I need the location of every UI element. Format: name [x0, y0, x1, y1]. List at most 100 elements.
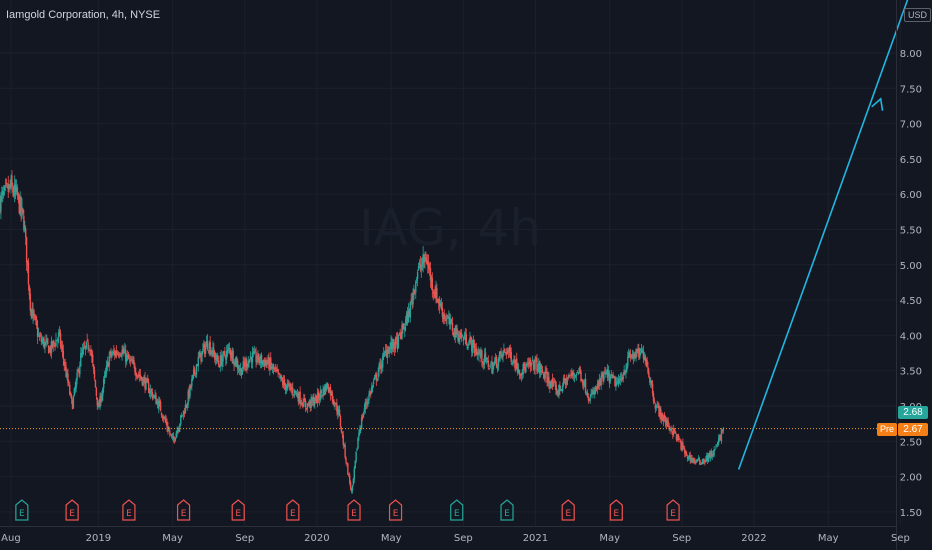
candle-body: [414, 290, 416, 293]
candle-body: [411, 299, 413, 302]
candle-body: [485, 357, 488, 360]
candle-body: [321, 395, 323, 396]
candle-body: [45, 340, 47, 342]
candle-body: [489, 364, 491, 368]
candle-body: [555, 384, 557, 395]
candle-body: [72, 396, 75, 408]
candle-body: [4, 185, 7, 186]
candle-body: [199, 351, 201, 358]
candle-body: [423, 254, 425, 263]
candle-body: [90, 349, 92, 353]
candle-body: [36, 326, 39, 337]
candle-body: [583, 384, 585, 387]
time-tick-label: Sep: [891, 533, 910, 544]
candle-body: [425, 257, 427, 262]
candle-body: [131, 359, 133, 364]
candle-body: [428, 269, 431, 270]
candle-body: [415, 281, 417, 293]
candle-body: [625, 369, 627, 374]
candle-body: [61, 346, 64, 351]
candle-body: [248, 359, 251, 362]
candle-body: [170, 433, 172, 435]
candle-body: [538, 360, 541, 374]
candle-body: [672, 431, 674, 436]
candle-body: [106, 361, 109, 366]
candle-body: [407, 309, 410, 323]
candle-body: [476, 353, 478, 354]
candle-body: [440, 303, 443, 310]
earnings-marker-label: E: [504, 509, 510, 519]
candle-body: [496, 365, 499, 370]
candle-body: [516, 366, 519, 373]
candle-body: [96, 397, 98, 406]
candle-body: [721, 429, 724, 432]
candle-body: [404, 319, 407, 326]
earnings-marker-shape: [122, 499, 136, 521]
candle-body: [17, 193, 20, 195]
candle-body: [143, 378, 145, 380]
candle-body: [217, 360, 220, 365]
candle-body: [107, 362, 110, 368]
candle-body: [539, 366, 542, 372]
candle-body: [37, 334, 40, 336]
candle-body: [323, 387, 325, 395]
candle-body: [202, 349, 204, 350]
candle-body: [527, 363, 529, 365]
candle-body: [717, 442, 719, 446]
candle-body: [494, 360, 496, 364]
candle-body: [455, 326, 457, 338]
price-tick-label: 8.00: [900, 49, 922, 60]
candle-body: [345, 457, 347, 463]
candle-body: [315, 395, 317, 401]
candle-body: [619, 378, 622, 380]
candle-body: [335, 402, 337, 405]
candle-body: [665, 421, 668, 425]
candle-body: [698, 458, 701, 462]
currency-badge[interactable]: USD: [904, 8, 932, 22]
candle-body: [312, 398, 314, 402]
candle-body: [502, 351, 504, 357]
candle-body: [162, 418, 165, 420]
candle-body: [521, 373, 523, 375]
candle-body: [71, 400, 74, 410]
candle-body: [206, 340, 209, 350]
candle-body: [281, 377, 283, 380]
candle-body: [523, 363, 525, 369]
candle-body: [210, 351, 212, 355]
candle-body: [177, 430, 179, 432]
candle-body: [706, 455, 708, 461]
earnings-marker-label: E: [393, 509, 399, 519]
candle-body: [194, 372, 197, 375]
candle-body: [213, 348, 215, 354]
candle-body: [422, 254, 424, 265]
candle-body: [153, 395, 155, 398]
candle-body: [635, 348, 637, 359]
candle-body: [471, 340, 473, 352]
candle-body: [299, 391, 301, 404]
candle-body: [304, 398, 306, 402]
projection-arrow[interactable]: [737, 0, 912, 470]
candle-body: [696, 460, 699, 462]
candle-body: [280, 375, 282, 379]
candle-body: [699, 462, 702, 464]
candle-body: [201, 351, 203, 362]
time-axis[interactable]: Aug 2019 May Sep 2020 May Sep 2021 May Sep 2022 May…: [1, 533, 910, 544]
candle-body: [327, 387, 330, 393]
candle-body: [320, 390, 322, 394]
candle-body: [646, 359, 648, 366]
candle-body: [534, 359, 536, 370]
candle-body: [527, 362, 530, 365]
candle-body: [450, 320, 453, 323]
candle-body: [459, 333, 461, 340]
candle-body: [307, 404, 310, 406]
candle-body: [348, 474, 350, 476]
candle-body: [412, 293, 414, 305]
candle-body: [420, 265, 422, 270]
candle-body: [543, 375, 545, 379]
candle-body: [126, 355, 129, 357]
candle-body: [303, 398, 305, 407]
candle-body: [364, 401, 367, 410]
candle-body: [237, 370, 240, 371]
candle-body: [540, 365, 543, 369]
